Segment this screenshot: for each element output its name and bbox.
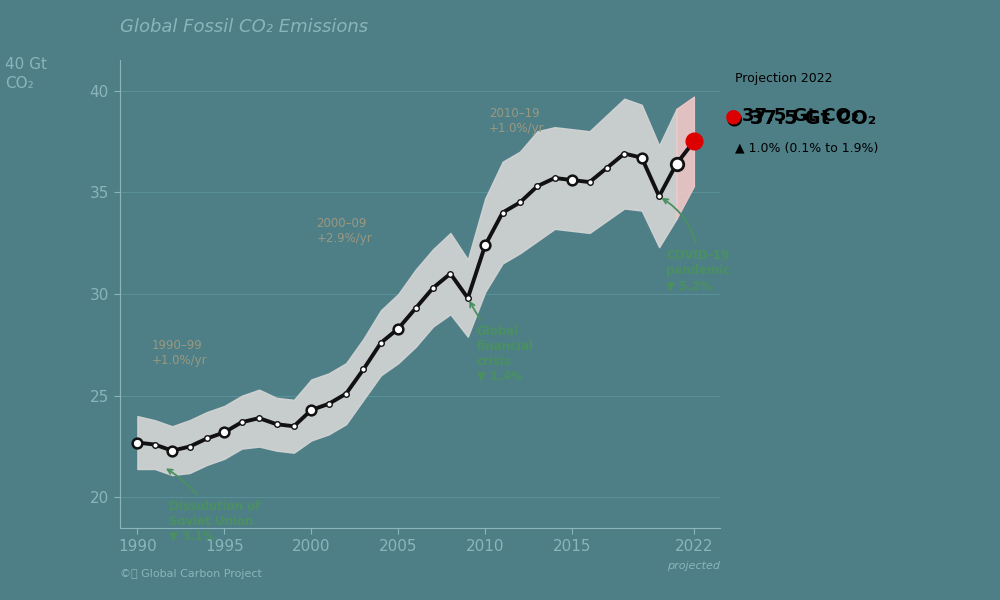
Text: 37.5 Gt CO₂: 37.5 Gt CO₂	[742, 107, 859, 125]
Text: Global Fossil CO₂ Emissions: Global Fossil CO₂ Emissions	[120, 18, 368, 36]
Text: Global
financial
crisis
▼ 1.4%: Global financial crisis ▼ 1.4%	[470, 302, 534, 383]
Text: ©ⓘ Global Carbon Project: ©ⓘ Global Carbon Project	[120, 569, 262, 579]
Text: Dissolution of
Soviet Union
▼ 3.1%: Dissolution of Soviet Union ▼ 3.1%	[168, 469, 260, 542]
Text: ● 37.5 Gt CO₂: ● 37.5 Gt CO₂	[726, 108, 876, 127]
Text: 2000–09
+2.9%/yr: 2000–09 +2.9%/yr	[317, 217, 372, 245]
Text: COVID-19
pandemic
▼ 5.2%: COVID-19 pandemic ▼ 5.2%	[663, 199, 730, 292]
Text: 40 Gt
CO₂: 40 Gt CO₂	[5, 57, 47, 91]
Text: ▲ 1.0% (0.1% to 1.9%): ▲ 1.0% (0.1% to 1.9%)	[735, 141, 878, 154]
Text: 1990–99
+1.0%/yr: 1990–99 +1.0%/yr	[151, 339, 207, 367]
Text: ●: ●	[725, 107, 742, 126]
Text: 2010–19
+1.0%/yr: 2010–19 +1.0%/yr	[489, 107, 544, 135]
Text: projected: projected	[667, 561, 720, 571]
Text: Projection 2022: Projection 2022	[735, 72, 832, 85]
